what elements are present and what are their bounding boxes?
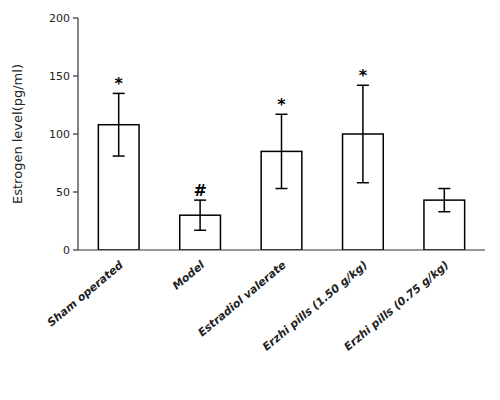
y-tick: [73, 133, 78, 134]
x-tick-label: Model: [170, 258, 207, 292]
x-tick-label: Erzhi pills (0.75 g/kg): [342, 258, 452, 353]
y-tick-label: 150: [49, 70, 70, 83]
y-axis-label: Estrogen level(pg/ml): [10, 64, 25, 204]
chart-container: * # * * 0 50 100 150 200 Sham operated ModelEstrad…: [0, 0, 500, 400]
y-tick: [73, 17, 78, 18]
significance-marker: *: [277, 95, 286, 114]
y-tick: [73, 249, 78, 250]
y-tick-label: 200: [49, 12, 70, 25]
significance-marker: #: [193, 181, 206, 200]
error-bar: [438, 189, 450, 212]
error-bar: [276, 114, 288, 188]
error-bar: [357, 85, 369, 182]
y-tick-label: 50: [56, 186, 70, 199]
y-tick-label: 0: [63, 244, 70, 257]
y-tick: [73, 191, 78, 192]
y-tick-label: 100: [49, 128, 70, 141]
chart: * # * * 0 50 100 150 200 Sham operated ModelEstrad…: [0, 0, 500, 400]
error-bar: [194, 200, 206, 230]
significance-marker: *: [115, 74, 124, 93]
significance-marker: *: [359, 66, 368, 85]
bars: [98, 85, 464, 250]
x-axis-line: [78, 249, 485, 250]
error-bar: [113, 93, 125, 156]
x-tick-label: Sham operated: [45, 258, 126, 329]
y-tick: [73, 75, 78, 76]
x-tick-label: Estradiol valerate: [196, 258, 289, 339]
